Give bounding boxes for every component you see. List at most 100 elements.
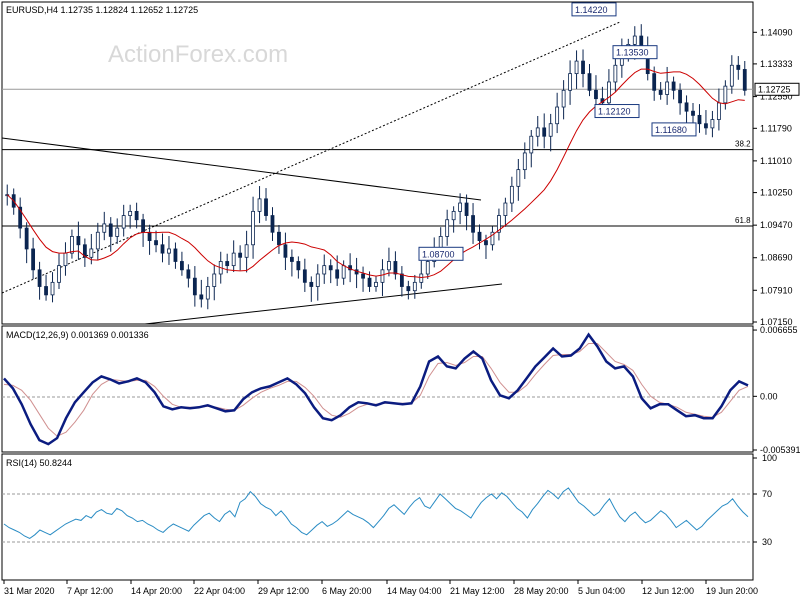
annotation-label: 1.14220 [575, 5, 608, 15]
candle-body [31, 248, 36, 271]
candle-body [548, 123, 553, 137]
trend-lines [1, 21, 621, 325]
candle-body [270, 215, 275, 233]
candle-body [76, 236, 81, 246]
price-tick-label: 1.07150 [760, 317, 793, 327]
watermark: ActionForex.com [108, 41, 288, 68]
candle-body [729, 64, 734, 87]
time-tick-label: 21 May 12:00 [450, 586, 505, 596]
candle-body [387, 261, 391, 271]
candle-body [665, 81, 670, 95]
candle-body [186, 269, 191, 279]
candle-body [516, 169, 521, 187]
time-tick-label: 6 May 20:00 [322, 586, 372, 596]
candle-body [257, 198, 262, 212]
candle-body [574, 60, 579, 75]
candle-body [289, 256, 294, 262]
candle-body [632, 35, 637, 45]
candle-body [238, 252, 243, 258]
annotation-box [418, 246, 464, 261]
candle-body [361, 273, 365, 279]
time-tick-label: 22 Apr 04:00 [194, 586, 245, 596]
annotation-label: 1.08700 [422, 249, 455, 259]
candle-body [723, 85, 728, 104]
candle-body [607, 81, 611, 104]
last-price-box [754, 82, 800, 96]
candle-body [160, 244, 165, 254]
time-tick-label: 28 May 20:00 [514, 586, 569, 596]
macd-label: MACD(12,26,9) 0.001369 0.001336 [6, 330, 149, 340]
rsi-tick-label: 30 [762, 537, 772, 547]
price-tick-label: 1.14090 [760, 27, 793, 37]
candle-body [412, 281, 417, 292]
annotation-label: 1.11680 [655, 125, 687, 135]
candle-body [691, 110, 695, 116]
time-tick-label: 29 Apr 12:00 [258, 586, 309, 596]
candle-body [652, 73, 657, 91]
candle-body [309, 281, 314, 287]
candle-body [251, 210, 255, 246]
time-tick-label: 19 Jun 20:00 [706, 586, 758, 596]
candle-body [587, 73, 592, 91]
candle-body [561, 89, 566, 108]
chart-title: EURUSD,H4 1.12735 1.12824 1.12652 1.1272… [6, 5, 198, 15]
candle-body [697, 114, 702, 125]
candle-body [115, 227, 120, 237]
time-tick-label: 14 Apr 20:00 [131, 586, 182, 596]
candle-body [535, 127, 540, 137]
candle-body [484, 240, 488, 246]
candle-body [380, 269, 385, 283]
candle-body [419, 273, 424, 283]
candle-body [225, 261, 230, 267]
support-trendline [144, 283, 503, 325]
candle-body [192, 277, 197, 296]
macd-panel-frame [1, 325, 754, 453]
annotation-box [612, 45, 658, 60]
annotation-box [571, 2, 617, 17]
macd-tick-label: 0.00 [760, 391, 778, 401]
candle-body [70, 236, 74, 254]
candle-body [503, 202, 508, 216]
candle-body [18, 206, 23, 229]
annotation-box [651, 122, 697, 137]
candle-body [581, 60, 585, 75]
candle-body [471, 215, 475, 233]
price-axis: 1.14090 1.13333 1.12550 1.11790 1.11010 1.102… [753, 27, 800, 327]
candle-body [24, 227, 29, 250]
fib-level-label: 38.2 [735, 140, 751, 149]
candle-body [509, 185, 514, 204]
candle-body [264, 198, 268, 216]
candle-body [704, 123, 708, 129]
candle-body [63, 252, 68, 267]
candle-body [335, 269, 340, 279]
candle-body [671, 81, 676, 91]
candle-body [522, 152, 527, 171]
candle-body [425, 261, 430, 275]
candle-body [37, 269, 42, 287]
time-axis: 31 Mar 2020 7 Apr 12:00 14 Apr 20:00 22 Apr… [3, 580, 758, 596]
candle-body [296, 261, 301, 271]
candle-body [108, 223, 113, 237]
candle-body [102, 223, 107, 233]
macd-tick-label: -0.005391 [760, 445, 800, 455]
candle-body [710, 119, 715, 129]
candle-body [128, 210, 133, 216]
rsi-levels [2, 493, 753, 543]
candle-body [613, 64, 618, 83]
price-tick-label: 1.12550 [760, 92, 793, 102]
candle-body [393, 261, 398, 275]
macd-line [3, 332, 749, 446]
candle-body [205, 286, 210, 300]
candle-body [742, 69, 747, 91]
candle-body [445, 219, 450, 237]
price-panel-frame [1, 1, 754, 325]
rsi-panel: RSI(14) 50.8244 [1, 453, 754, 581]
candle-body [199, 294, 204, 300]
candle-body [406, 286, 411, 292]
last-price-label: 1.12725 [758, 84, 791, 94]
rsi-line [3, 487, 749, 539]
time-tick-label: 14 May 04:00 [387, 586, 442, 596]
candle-body [89, 248, 94, 258]
time-tick-label: 5 Jun 04:00 [578, 586, 625, 596]
price-tick-label: 1.11010 [760, 156, 792, 166]
